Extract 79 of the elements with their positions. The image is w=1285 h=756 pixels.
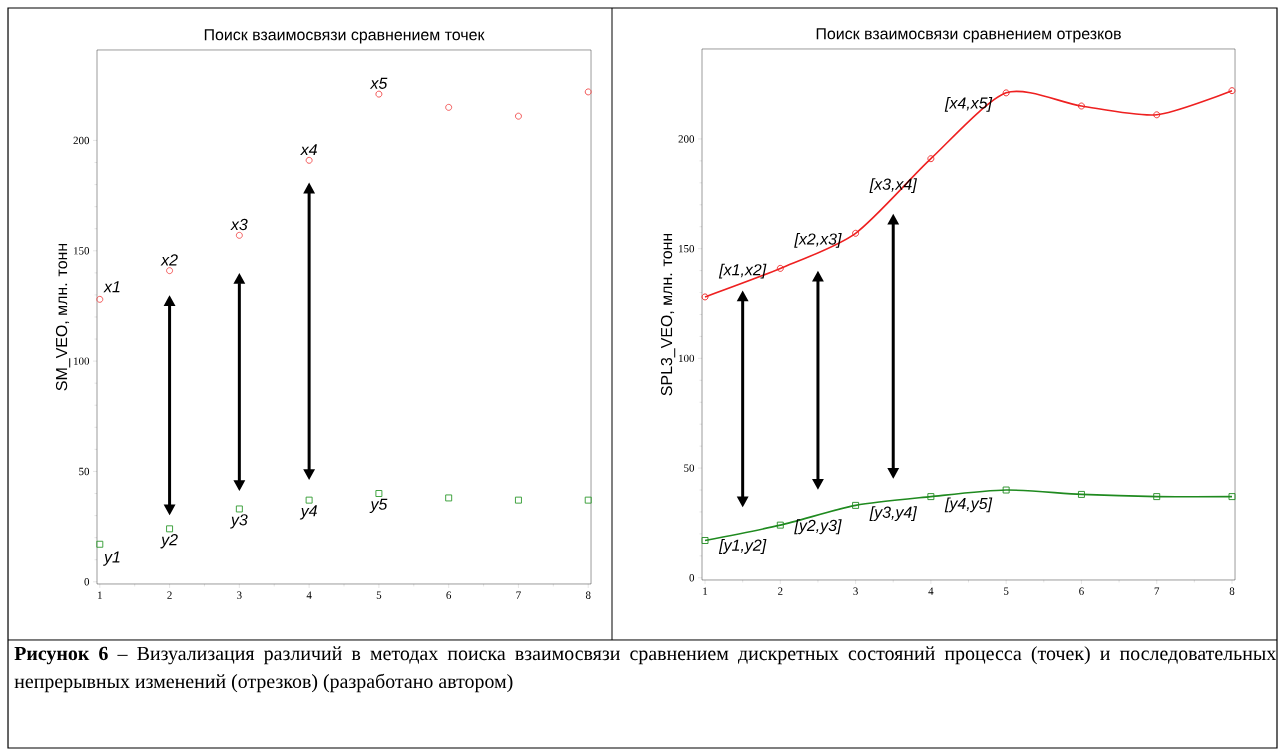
annotation: x4 (300, 144, 317, 156)
x-tick-label: 4 (928, 587, 934, 595)
annotation: [x1,x2] (718, 263, 767, 279)
point (927, 155, 935, 163)
chart-title: Поиск взаимосвязи сравнением отрезков (816, 28, 1121, 43)
point (1228, 87, 1236, 95)
y-tick-label: 150 (74, 247, 90, 255)
annotation: y5 (369, 498, 388, 513)
annotation: y1 (103, 551, 120, 566)
y-axis-title: SM_VEO, млн. тонн (55, 243, 71, 391)
point (235, 231, 243, 239)
point (375, 490, 383, 497)
point (927, 493, 935, 501)
point (1077, 490, 1085, 498)
point (375, 90, 383, 98)
y-tick-label: 50 (79, 467, 90, 476)
point (776, 521, 784, 529)
point (235, 505, 243, 513)
point (1228, 493, 1236, 501)
point (701, 293, 709, 301)
point (515, 112, 522, 120)
annotation: y3 (230, 514, 248, 529)
text: Рисунок 6 – Визуализация различий в методах поиска взаимосвязи сравнением дискретных состояний процесса (точек) и последовательных непрерывных изменений (отрезков) (разработано автором) (14, 646, 1276, 693)
x-tick-label: 4 (306, 591, 312, 599)
point (1153, 111, 1161, 119)
point (305, 156, 313, 164)
x-tick-label: 1 (703, 587, 708, 595)
x-tick-label: 7 (516, 591, 521, 599)
point (852, 501, 860, 509)
y-tick-label: 0 (84, 578, 90, 586)
x-tick-label: 8 (585, 591, 591, 599)
annotation: y4 (299, 505, 317, 520)
point (852, 229, 860, 237)
point (166, 267, 174, 275)
point (166, 525, 174, 533)
point (1077, 102, 1085, 110)
x-tick-label: 1 (98, 591, 102, 599)
y-tick-label: 100 (74, 357, 90, 365)
x-tick-label: 5 (1004, 587, 1009, 595)
point (584, 496, 592, 504)
point (445, 103, 453, 111)
point (584, 88, 592, 96)
point (96, 295, 104, 303)
annotation: x1 (103, 281, 120, 293)
annotation: [x2,x3] (794, 232, 842, 248)
point (305, 496, 313, 504)
y-axis-title: SPL3_VEO, млн. тонн (660, 233, 676, 396)
y-tick-label: 150 (679, 244, 695, 253)
x-tick-label: 2 (167, 591, 172, 599)
annotation: [y1,y2] (718, 539, 767, 554)
point (96, 540, 104, 548)
x-tick-label: 3 (853, 587, 858, 595)
point (445, 494, 453, 502)
y-tick-label: 0 (689, 574, 695, 582)
y-tick-label: 200 (678, 135, 695, 143)
annotation: x2 (160, 254, 178, 266)
annotation: [y3,y4] (869, 506, 918, 522)
x-tick-label: 2 (778, 587, 783, 595)
point (1002, 89, 1010, 97)
chart-title: Поиск взаимосвязи сравнением точек (204, 29, 485, 44)
y-tick-label: 100 (679, 354, 695, 363)
annotation: y2 (160, 534, 178, 549)
point (1153, 493, 1161, 501)
point (776, 264, 784, 272)
annotation: x3 (230, 218, 248, 231)
annotation: [y4,y5] (944, 497, 993, 513)
x-tick-label: 6 (446, 591, 452, 599)
y-tick-label: 50 (684, 464, 695, 472)
y-tick-label: 200 (73, 136, 90, 145)
point (1002, 486, 1010, 494)
x-tick-label: 8 (1229, 587, 1235, 595)
x-tick-label: 3 (237, 591, 242, 599)
annotation: x5 (369, 77, 388, 89)
x-tick-label: 6 (1079, 587, 1084, 595)
annotation: [y2,y3] (794, 519, 842, 535)
point (515, 496, 522, 504)
x-tick-label: 5 (376, 591, 382, 599)
point (701, 537, 709, 544)
x-tick-label: 7 (1154, 587, 1160, 595)
